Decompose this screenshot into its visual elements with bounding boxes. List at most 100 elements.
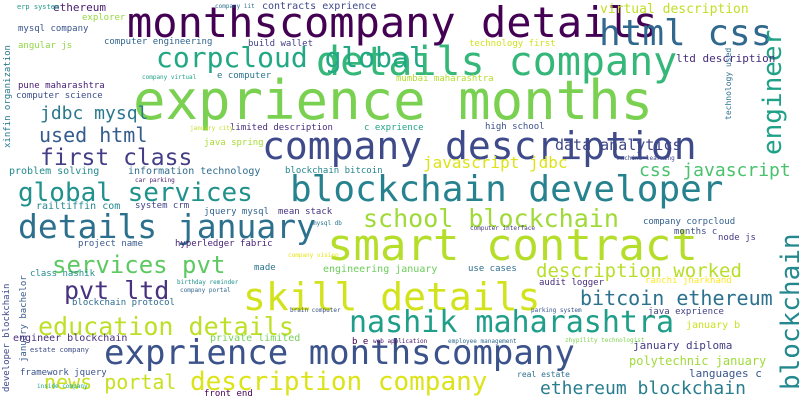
word: css javascript: [639, 160, 791, 181]
word: news portal: [44, 370, 177, 394]
word: first class: [40, 145, 193, 171]
word: c exprience: [364, 123, 424, 133]
word: monthscompany details: [127, 0, 659, 47]
word: contracts exprience: [262, 1, 377, 12]
word: xinfin organization: [3, 45, 13, 148]
word: project name: [78, 239, 144, 249]
word: mysql db: [313, 220, 342, 227]
word: january bachelor: [19, 275, 29, 362]
word: company portal: [180, 287, 231, 294]
word: computer engineering: [104, 37, 213, 47]
word: school blockchain: [363, 204, 619, 233]
word: parking system: [531, 307, 582, 314]
word: engineering january: [323, 264, 438, 275]
word: hyperledger fabric: [175, 239, 273, 249]
word: skill details: [243, 275, 541, 319]
word: inside company: [37, 383, 88, 390]
word: bitcoin ethereum: [580, 286, 773, 310]
word: railtiffin com: [36, 201, 121, 212]
word: angular js: [18, 41, 73, 51]
word: limited description: [230, 123, 333, 133]
word: company description: [262, 124, 697, 168]
word: estate company: [30, 346, 90, 354]
word: languages c: [689, 367, 762, 380]
word: details january: [18, 207, 317, 246]
word: corpcloud global: [156, 41, 426, 74]
word: ethereum blockchain: [540, 378, 746, 399]
word: months c: [674, 227, 718, 237]
word: nashik maharashtra: [349, 305, 675, 340]
word: pvt ltd: [64, 276, 170, 305]
word: car parking: [135, 177, 175, 184]
word: information technology: [128, 166, 261, 177]
word: computer science: [16, 91, 103, 101]
word: services pvt: [52, 251, 226, 279]
word: mumbai maharashtra: [396, 74, 494, 84]
word: company iit: [215, 3, 255, 10]
word: pune maharashtra: [18, 81, 105, 91]
word: exprience months: [133, 69, 654, 132]
word: made: [254, 263, 276, 273]
word: explorer: [82, 13, 126, 23]
word: data analytics: [555, 136, 682, 154]
word: january b: [686, 320, 741, 331]
word: polytechnic january: [629, 354, 767, 368]
word: ranchi jharkhand: [645, 276, 732, 286]
word: high school: [485, 122, 545, 132]
word: technology used: [724, 47, 733, 120]
word: company vision: [288, 252, 339, 259]
word: blockchain protocol: [72, 298, 175, 308]
word: engineer blockchain: [13, 333, 128, 344]
word: january city: [190, 125, 234, 132]
word: build wallet: [248, 39, 314, 49]
word: ltd description: [676, 52, 776, 65]
word: description worked: [536, 260, 742, 282]
word: problem solving: [9, 166, 100, 177]
word: ethereum: [53, 1, 106, 14]
word: java exprience: [648, 307, 724, 317]
word: exprience monthscompany: [104, 333, 575, 373]
word: machine learning: [617, 155, 675, 162]
word: b e: [352, 337, 369, 347]
word: mysql company: [18, 24, 89, 34]
word: system crm: [135, 201, 190, 211]
word: birthday reminder: [177, 279, 239, 286]
word: used html: [39, 123, 148, 147]
word: developer blockchain: [2, 283, 12, 392]
word: details company: [316, 39, 678, 85]
word: blockchain: [776, 233, 800, 390]
word: e computer: [217, 71, 272, 81]
word: brain computer: [290, 307, 341, 314]
word: front end: [204, 389, 253, 399]
word: class nashik: [30, 269, 96, 279]
word: blockchain bitcoin: [285, 166, 383, 176]
word: company corpcloud: [643, 217, 736, 227]
word: jdbc mysql: [40, 103, 149, 124]
word: web application: [373, 338, 428, 345]
word: zhypility technologist: [565, 337, 645, 344]
word: engineer: [758, 29, 788, 155]
word: description company: [190, 367, 488, 397]
word: mean stack: [278, 207, 333, 217]
word: private limited: [210, 333, 301, 344]
word: javascript jdbc: [423, 153, 568, 172]
word: virtual description: [600, 2, 749, 17]
word: computer interface: [470, 225, 536, 232]
word: audit logger: [539, 278, 605, 288]
word: jquery mysql: [204, 207, 270, 217]
word: java spring: [204, 138, 264, 148]
word: erp system: [17, 3, 60, 11]
word: smart contract: [327, 220, 698, 271]
word: global services: [18, 178, 253, 208]
word: real estate: [517, 370, 570, 379]
word: technology first: [469, 39, 556, 49]
word: company virtual: [142, 74, 197, 81]
word: framework jquery: [20, 368, 107, 378]
word: node js: [718, 233, 756, 243]
word: use cases: [468, 264, 517, 274]
word: january diploma: [633, 339, 733, 352]
word: blockchain developer: [290, 169, 724, 210]
word: education details: [38, 312, 294, 341]
word: employee management: [448, 338, 517, 345]
